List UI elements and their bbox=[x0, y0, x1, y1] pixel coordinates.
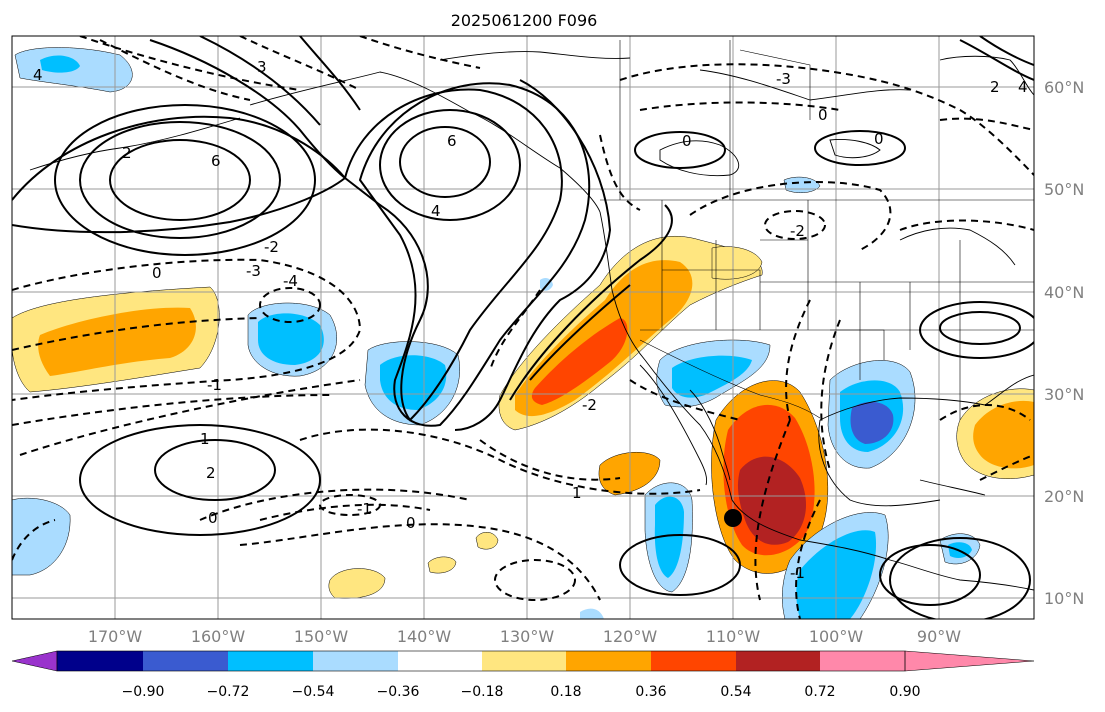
contour-label: 0 bbox=[152, 264, 162, 282]
negative-shading bbox=[12, 47, 981, 619]
colorbar-tick: 0.90 bbox=[889, 684, 920, 700]
colorbar-tick: −0.54 bbox=[292, 684, 335, 700]
contour-label: 0 bbox=[874, 130, 884, 148]
center-dot bbox=[724, 509, 742, 527]
colorbar-segment bbox=[482, 651, 566, 671]
map-frame bbox=[11, 35, 1035, 620]
contour-label: 6 bbox=[211, 152, 221, 170]
contour-label: 0 bbox=[208, 509, 218, 527]
latitude-labels: 60°N 50°N 40°N 30°N 20°N 10°N bbox=[1044, 78, 1084, 608]
lon-label: 110°W bbox=[706, 627, 761, 646]
contour-label: 4 bbox=[1018, 78, 1028, 96]
colorbar-tick: 0.18 bbox=[550, 684, 581, 700]
longitude-labels: 170°W 160°W 150°W 140°W 130°W 120°W 110°… bbox=[88, 627, 961, 646]
lat-label: 20°N bbox=[1044, 487, 1084, 506]
contour-label: -3 bbox=[776, 70, 791, 88]
colorbar-arrow-right bbox=[904, 650, 1035, 672]
lon-label: 150°W bbox=[294, 627, 349, 646]
lon-label: 160°W bbox=[191, 627, 246, 646]
contour-label: 0 bbox=[406, 514, 416, 532]
contour-label: 2 bbox=[206, 464, 216, 482]
contour-labels: 4 2 3 6 6 4 0 -1 -2 -3 -4 1 2 0 -1 0 -2 … bbox=[33, 58, 1028, 582]
lat-label: 50°N bbox=[1044, 180, 1084, 199]
lat-label: 10°N bbox=[1044, 589, 1084, 608]
colorbar-segment bbox=[820, 651, 905, 671]
lon-label: 130°W bbox=[500, 627, 555, 646]
lon-label: 120°W bbox=[603, 627, 658, 646]
colorbar-tick: 0.72 bbox=[804, 684, 835, 700]
map-title: 2025061200 F096 bbox=[451, 11, 598, 30]
political-borders bbox=[600, 40, 1034, 420]
colorbar: −0.90 −0.72 −0.54 −0.36 −0.18 0.18 0.36 … bbox=[11, 650, 1035, 700]
contour-label: -1 bbox=[357, 500, 372, 518]
lat-label: 60°N bbox=[1044, 78, 1084, 97]
contour-label: 6 bbox=[447, 132, 457, 150]
lon-label: 100°W bbox=[809, 627, 864, 646]
contour-label: -2 bbox=[790, 222, 805, 240]
map-panel: 4 2 3 6 6 4 0 -1 -2 -3 -4 1 2 0 -1 0 -2 … bbox=[12, 36, 1034, 619]
colorbar-segment bbox=[57, 651, 143, 671]
colorbar-segment bbox=[566, 651, 651, 671]
positive-shading bbox=[12, 236, 1034, 599]
lon-label: 170°W bbox=[88, 627, 143, 646]
contour-label: -2 bbox=[264, 238, 279, 256]
lon-label: 140°W bbox=[397, 627, 452, 646]
contour-label: 4 bbox=[431, 202, 441, 220]
colorbar-tick: −0.90 bbox=[122, 684, 165, 700]
colorbar-segment bbox=[143, 651, 228, 671]
contour-lines bbox=[12, 36, 1034, 619]
contour-label: 1 bbox=[200, 430, 210, 448]
colorbar-arrow-left bbox=[11, 650, 58, 672]
lat-label: 40°N bbox=[1044, 283, 1084, 302]
lat-label: 30°N bbox=[1044, 385, 1084, 404]
contour-label: 3 bbox=[257, 58, 267, 76]
colorbar-segment bbox=[398, 651, 482, 671]
colorbar-tick: 0.36 bbox=[635, 684, 666, 700]
colorbar-segment bbox=[651, 651, 736, 671]
colorbar-tick: −0.72 bbox=[207, 684, 250, 700]
lon-label: 90°W bbox=[917, 627, 961, 646]
colorbar-segment bbox=[313, 651, 398, 671]
contour-label: -3 bbox=[246, 262, 261, 280]
contour-label: 1 bbox=[572, 484, 582, 502]
colorbar-tick: −0.18 bbox=[461, 684, 504, 700]
contour-label: 2 bbox=[122, 144, 132, 162]
colorbar-tick: −0.36 bbox=[377, 684, 420, 700]
contour-label: 4 bbox=[33, 66, 43, 84]
contour-label: 2 bbox=[990, 78, 1000, 96]
contour-label: -1 bbox=[207, 376, 222, 394]
contour-label: -1 bbox=[790, 564, 805, 582]
colorbar-segment bbox=[736, 651, 820, 671]
contour-label: 0 bbox=[682, 132, 692, 150]
contour-label: 0 bbox=[818, 106, 828, 124]
contour-label: -2 bbox=[582, 396, 597, 414]
colorbar-segment bbox=[228, 651, 313, 671]
colorbar-tick: 0.54 bbox=[720, 684, 751, 700]
contour-label: -4 bbox=[283, 272, 298, 290]
